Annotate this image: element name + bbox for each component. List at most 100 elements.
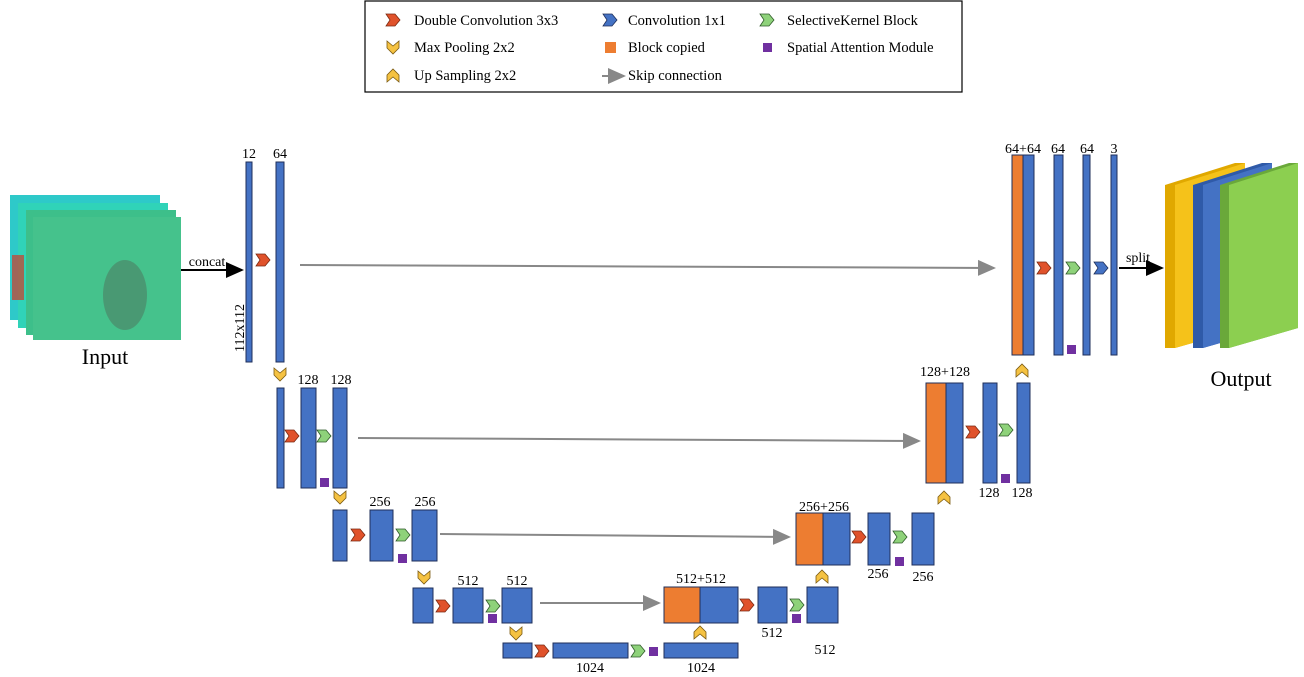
feature-block bbox=[277, 388, 284, 488]
feature-block bbox=[946, 383, 963, 483]
channel-label: 128 bbox=[331, 373, 352, 388]
feature-block bbox=[333, 388, 347, 488]
channel-label: 256 bbox=[913, 570, 934, 585]
channel-label: 64+64 bbox=[1005, 142, 1041, 157]
legend-icon bbox=[763, 43, 772, 52]
sk-block-icon bbox=[999, 424, 1013, 436]
feature-block bbox=[1023, 155, 1034, 355]
max-pool-icon bbox=[510, 627, 522, 640]
feature-block bbox=[502, 588, 532, 623]
legend-label: Convolution 1x1 bbox=[628, 13, 726, 29]
size-label: 112x112 bbox=[233, 304, 248, 352]
attention-icon bbox=[792, 614, 801, 623]
feature-block bbox=[453, 588, 483, 623]
double-conv-icon bbox=[740, 599, 754, 611]
feature-block bbox=[823, 513, 850, 565]
channel-label: 64 bbox=[273, 147, 287, 162]
channel-label: 256 bbox=[868, 567, 889, 582]
legend-label: Max Pooling 2x2 bbox=[414, 40, 515, 56]
legend-label: Skip connection bbox=[628, 68, 723, 84]
channel-label: 1024 bbox=[687, 661, 715, 676]
concat-label: concat bbox=[189, 255, 226, 270]
sk-block-icon bbox=[486, 600, 500, 612]
feature-block bbox=[983, 383, 997, 483]
channel-label: 128+128 bbox=[920, 365, 970, 380]
channel-label: 64 bbox=[1051, 142, 1065, 157]
channel-label: 1024 bbox=[576, 661, 604, 676]
feature-block bbox=[276, 162, 284, 362]
feature-block bbox=[807, 587, 838, 623]
max-pool-icon bbox=[418, 571, 430, 584]
copied-block bbox=[926, 383, 946, 483]
channel-label: 512+512 bbox=[676, 572, 726, 587]
channel-label: 256+256 bbox=[799, 500, 849, 515]
legend-label: SelectiveKernel Block bbox=[787, 13, 919, 29]
input-object bbox=[103, 260, 147, 330]
attention-icon bbox=[1067, 345, 1076, 354]
copied-block bbox=[664, 587, 700, 623]
channel-label: 512 bbox=[458, 574, 479, 589]
legend-label: Block copied bbox=[628, 40, 706, 56]
max-pool-icon bbox=[274, 368, 286, 381]
conv1x1-icon bbox=[1094, 262, 1108, 274]
feature-block bbox=[413, 588, 433, 623]
legend-label: Spatial Attention Module bbox=[787, 40, 934, 56]
channel-label: 12 bbox=[242, 147, 256, 162]
sk-block-icon bbox=[631, 645, 645, 657]
feature-block bbox=[700, 587, 738, 623]
channel-label: 3 bbox=[1111, 142, 1118, 157]
double-conv-icon bbox=[535, 645, 549, 657]
copied-block bbox=[796, 513, 823, 565]
attention-icon bbox=[895, 557, 904, 566]
output-image bbox=[1229, 163, 1298, 348]
double-conv-icon bbox=[1037, 262, 1051, 274]
feature-block bbox=[912, 513, 934, 565]
channel-label: 128 bbox=[979, 486, 1000, 501]
up-sample-icon bbox=[694, 626, 706, 639]
channel-label: 512 bbox=[815, 643, 836, 658]
sk-block-icon bbox=[790, 599, 804, 611]
attention-icon bbox=[649, 647, 658, 656]
max-pool-icon bbox=[334, 491, 346, 504]
feature-block bbox=[333, 510, 347, 561]
up-sample-icon bbox=[1016, 364, 1028, 377]
legend-label: Double Convolution 3x3 bbox=[414, 13, 558, 29]
input-edge bbox=[12, 255, 24, 300]
skip-connection bbox=[440, 534, 789, 537]
up-sample-icon bbox=[816, 570, 828, 583]
output-images bbox=[1165, 163, 1298, 348]
feature-block bbox=[553, 643, 628, 658]
copied-block bbox=[1012, 155, 1023, 355]
double-conv-icon bbox=[285, 430, 299, 442]
skip-connection bbox=[358, 438, 919, 441]
sk-block-icon bbox=[317, 430, 331, 442]
input-label: Input bbox=[82, 344, 128, 369]
feature-block bbox=[370, 510, 393, 561]
feature-block bbox=[758, 587, 787, 623]
double-conv-icon bbox=[351, 529, 365, 541]
attention-icon bbox=[488, 614, 497, 623]
legend-label: Up Sampling 2x2 bbox=[414, 68, 516, 84]
channel-label: 128 bbox=[1012, 486, 1033, 501]
feature-block bbox=[301, 388, 316, 488]
unet-diagram: Double Convolution 3x3 Convolution 1x1 S… bbox=[0, 0, 1304, 677]
feature-block bbox=[412, 510, 437, 561]
channel-label: 256 bbox=[370, 495, 391, 510]
channel-label: 512 bbox=[762, 626, 783, 641]
feature-block bbox=[868, 513, 890, 565]
feature-block bbox=[1083, 155, 1090, 355]
split-label: split bbox=[1126, 251, 1150, 266]
feature-block bbox=[1017, 383, 1030, 483]
sk-block-icon bbox=[396, 529, 410, 541]
feature-block bbox=[1054, 155, 1063, 355]
double-conv-icon bbox=[436, 600, 450, 612]
skip-connection bbox=[300, 265, 994, 268]
feature-block bbox=[664, 643, 738, 658]
legend-icon bbox=[605, 42, 616, 53]
attention-icon bbox=[1001, 474, 1010, 483]
sk-block-icon bbox=[1066, 262, 1080, 274]
up-sample-icon bbox=[938, 491, 950, 504]
channel-label: 512 bbox=[507, 574, 528, 589]
double-conv-icon bbox=[852, 531, 866, 543]
double-conv-icon bbox=[256, 254, 270, 266]
